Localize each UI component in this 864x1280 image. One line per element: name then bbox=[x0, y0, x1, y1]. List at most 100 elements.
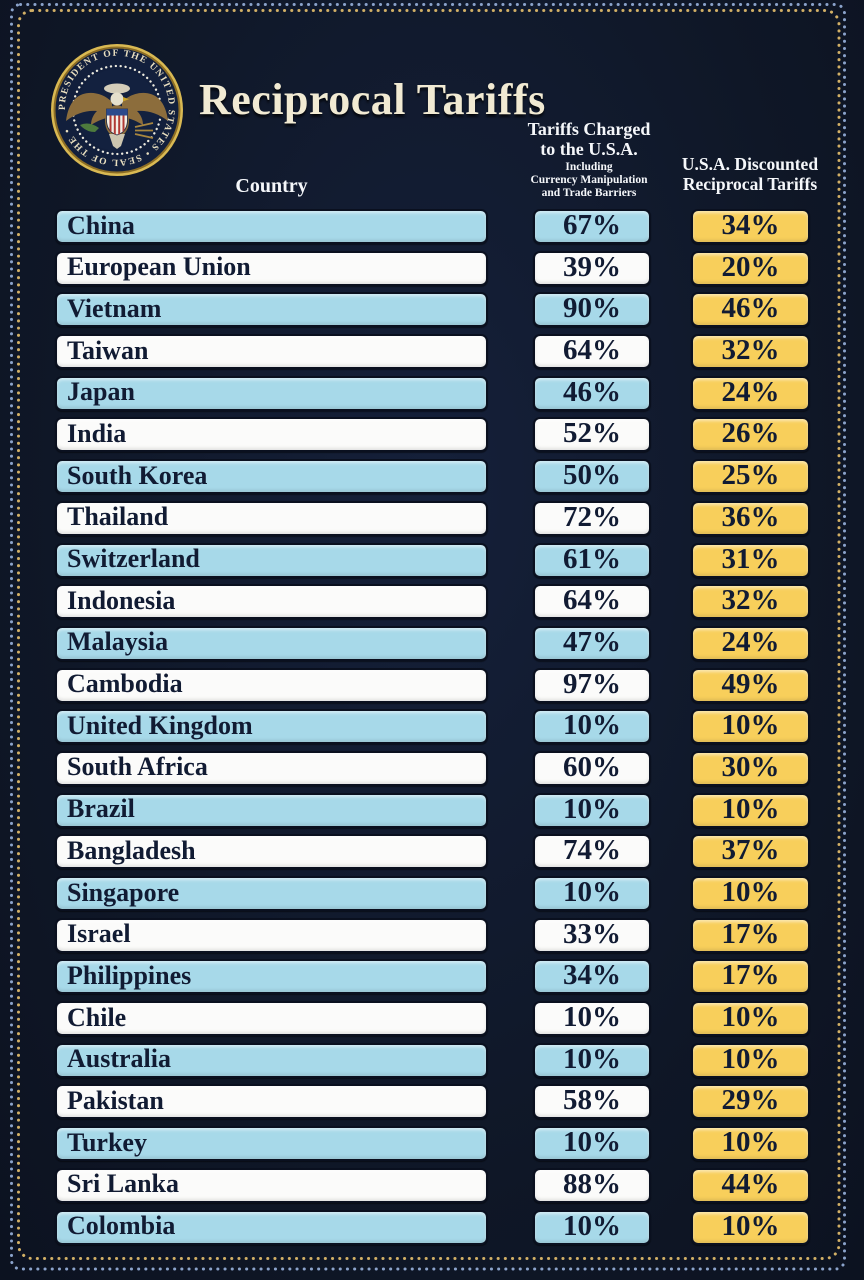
olive-branch bbox=[80, 123, 99, 132]
charged-tariff-cell: 10% bbox=[533, 1001, 651, 1037]
charged-tariff-value: 88% bbox=[563, 1167, 621, 1200]
eagle-tail bbox=[109, 134, 125, 149]
discounted-tariff-cell: 24% bbox=[691, 375, 810, 411]
discounted-tariff-cell: 10% bbox=[691, 1126, 810, 1162]
charged-tariff-cell: 10% bbox=[533, 1126, 651, 1162]
charged-tariff-value: 34% bbox=[563, 959, 621, 992]
discounted-tariff-value: 32% bbox=[721, 334, 780, 367]
country-label: Colombia bbox=[67, 1211, 176, 1240]
charged-tariff-cell: 88% bbox=[533, 1167, 651, 1203]
country-cell: Sri Lanka bbox=[55, 1167, 488, 1203]
discounted-tariff-cell: 34% bbox=[691, 209, 810, 244]
tariff-table: China 67% 34% European Union 39% 20% Vie… bbox=[0, 209, 864, 1245]
country-cell: United Kingdom bbox=[55, 709, 488, 745]
country-label: Philippines bbox=[67, 960, 192, 990]
discounted-tariff-value: 31% bbox=[721, 542, 780, 575]
glory-clouds bbox=[104, 83, 130, 94]
charged-tariff-value: 10% bbox=[563, 1126, 621, 1159]
charged-tariff-cell: 58% bbox=[533, 1084, 651, 1120]
discounted-tariff-cell: 10% bbox=[691, 709, 810, 745]
charged-tariff-cell: 90% bbox=[533, 292, 651, 328]
charged-tariff-cell: 50% bbox=[533, 459, 651, 495]
country-cell: Philippines bbox=[55, 959, 488, 995]
charged-tariff-cell: 34% bbox=[533, 959, 651, 995]
table-row: Singapore 10% 10% bbox=[0, 876, 864, 911]
country-label: Bangladesh bbox=[67, 835, 196, 865]
country-label: Taiwan bbox=[67, 335, 149, 365]
country-cell: Chile bbox=[55, 1001, 488, 1037]
discounted-tariff-value: 10% bbox=[721, 1001, 780, 1034]
charged-header-line1: Tariffs Charged bbox=[527, 119, 651, 139]
table-row: India 52% 26% bbox=[0, 417, 864, 453]
discounted-tariff-value: 29% bbox=[721, 1084, 780, 1117]
charged-tariff-cell: 10% bbox=[533, 792, 651, 828]
discounted-tariff-value: 10% bbox=[721, 1209, 780, 1242]
charged-tariff-value: 10% bbox=[563, 1042, 621, 1075]
charged-tariff-cell: 10% bbox=[533, 1042, 651, 1078]
discounted-tariff-value: 24% bbox=[721, 625, 780, 658]
eagle-right-wing bbox=[122, 92, 168, 125]
charged-tariff-cell: 39% bbox=[533, 250, 651, 286]
country-label: Malaysia bbox=[67, 627, 169, 657]
charged-tariff-value: 72% bbox=[563, 500, 621, 533]
country-cell: Vietnam bbox=[55, 292, 488, 328]
discounted-tariff-cell: 46% bbox=[691, 292, 810, 328]
discounted-tariff-value: 34% bbox=[721, 209, 780, 241]
charged-tariff-value: 58% bbox=[563, 1084, 621, 1117]
charged-tariff-value: 39% bbox=[563, 250, 621, 283]
charged-tariff-cell: 46% bbox=[533, 375, 651, 411]
discounted-tariff-cell: 31% bbox=[691, 542, 810, 578]
country-label: Cambodia bbox=[67, 669, 183, 699]
charged-header-sub2: Currency Manipulation bbox=[530, 174, 648, 187]
charged-tariff-cell: 60% bbox=[533, 750, 651, 786]
country-cell: Indonesia bbox=[55, 584, 488, 620]
arrows bbox=[134, 122, 154, 139]
eagle-head bbox=[110, 92, 124, 106]
country-label: Turkey bbox=[67, 1127, 147, 1157]
charged-tariff-value: 10% bbox=[563, 876, 621, 908]
charged-tariff-value: 10% bbox=[563, 709, 621, 742]
charged-tariff-value: 64% bbox=[563, 334, 621, 367]
discounted-tariff-cell: 30% bbox=[691, 750, 810, 786]
table-row: European Union 39% 20% bbox=[0, 250, 864, 286]
country-cell: Switzerland bbox=[55, 542, 488, 578]
discounted-tariff-value: 10% bbox=[721, 1042, 780, 1075]
charged-tariff-cell: 10% bbox=[533, 709, 651, 745]
column-header-discounted-tariffs: U.S.A. Discounted Reciprocal Tariffs bbox=[664, 154, 836, 195]
discounted-tariff-value: 36% bbox=[721, 500, 780, 533]
country-cell: Singapore bbox=[55, 876, 488, 911]
charged-tariff-value: 74% bbox=[563, 834, 621, 867]
country-cell: Brazil bbox=[55, 792, 488, 828]
discounted-tariff-cell: 10% bbox=[691, 1209, 810, 1245]
charged-tariff-cell: 97% bbox=[533, 667, 651, 703]
column-header-charged-tariffs: Tariffs Charged to the U.S.A. Including … bbox=[503, 119, 675, 200]
country-cell: Japan bbox=[55, 375, 488, 411]
charged-tariff-value: 50% bbox=[563, 459, 621, 492]
column-header-country: Country bbox=[235, 175, 308, 197]
table-row: Bangladesh 74% 37% bbox=[0, 834, 864, 870]
country-cell: South Korea bbox=[55, 459, 488, 495]
discounted-tariff-cell: 17% bbox=[691, 959, 810, 995]
table-row: Malaysia 47% 24% bbox=[0, 625, 864, 661]
country-cell: China bbox=[55, 209, 488, 244]
country-label: Thailand bbox=[67, 502, 169, 532]
country-label: China bbox=[67, 210, 135, 240]
discounted-tariff-cell: 17% bbox=[691, 917, 810, 953]
discounted-tariff-value: 10% bbox=[721, 1126, 780, 1159]
charged-tariff-cell: 74% bbox=[533, 834, 651, 870]
country-cell: Australia bbox=[55, 1042, 488, 1078]
discounted-tariff-cell: 36% bbox=[691, 500, 810, 536]
country-cell: Pakistan bbox=[55, 1084, 488, 1120]
country-cell: Israel bbox=[55, 917, 488, 953]
discounted-tariff-cell: 44% bbox=[691, 1167, 810, 1203]
charged-tariff-value: 61% bbox=[563, 542, 621, 575]
table-row: Chile 10% 10% bbox=[0, 1001, 864, 1037]
table-row: United Kingdom 10% 10% bbox=[0, 709, 864, 745]
country-cell: Turkey bbox=[55, 1126, 488, 1162]
charged-header-sub1: Including bbox=[565, 161, 613, 174]
country-cell: Bangladesh bbox=[55, 834, 488, 870]
charged-tariff-cell: 52% bbox=[533, 417, 651, 453]
table-row: Vietnam 90% 46% bbox=[0, 292, 864, 328]
country-cell: Taiwan bbox=[55, 334, 488, 370]
